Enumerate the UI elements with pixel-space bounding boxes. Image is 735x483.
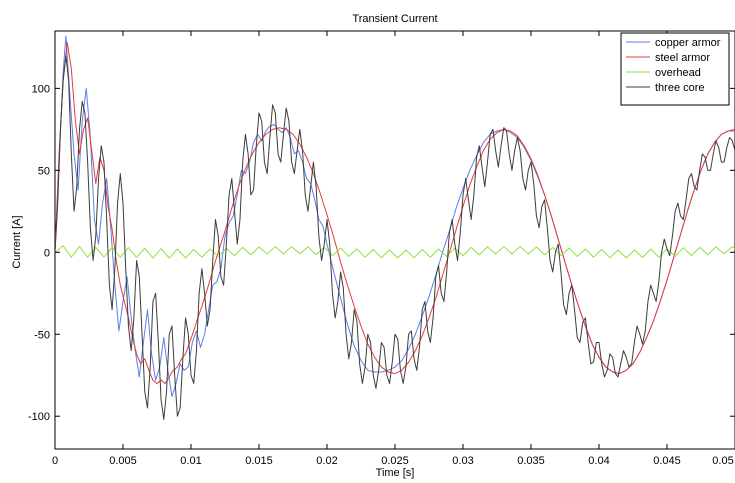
x-tick-label: 0.015: [245, 455, 273, 467]
series-line-three-core: [55, 55, 735, 420]
x-tick-label: 0.02: [316, 455, 337, 467]
legend-label-steel-armor: steel armor: [655, 52, 710, 64]
legend-box: [620, 32, 730, 106]
x-tick-label: 0.04: [588, 455, 609, 467]
legend-label-three-core: three core: [655, 82, 705, 94]
x-tick-label: 0.01: [180, 455, 201, 467]
legend: copper armor steel armor overhead three cor…: [620, 32, 730, 106]
chart-title: Transient Current: [352, 13, 437, 25]
y-tick-label: -100: [28, 411, 50, 423]
series-layer: [55, 35, 735, 420]
tick-layer: 0 0.005 0.01 0.015 0.02 0.025 0.03 0.035 0.04 0.0…: [28, 31, 735, 467]
x-tick-label: 0.035: [517, 455, 545, 467]
y-tick-label: 50: [38, 165, 50, 177]
legend-label-copper-armor: copper armor: [655, 37, 721, 49]
series-line-steel-armor: [55, 41, 735, 384]
x-tick-label: 0.005: [109, 455, 137, 467]
x-tick-label: 0.05: [712, 455, 733, 467]
y-tick-label: 100: [32, 83, 50, 95]
y-tick-label: -50: [34, 329, 50, 341]
y-axis-label: Current [A]: [11, 215, 23, 268]
x-tick-label: 0.045: [653, 455, 681, 467]
x-axis-label: Time [s]: [376, 467, 415, 479]
x-tick-label: 0: [52, 455, 58, 467]
x-tick-label: 0.025: [381, 455, 409, 467]
legend-label-overhead: overhead: [655, 67, 701, 79]
series-line-overhead: [55, 245, 735, 259]
y-tick-label: 0: [44, 247, 50, 259]
x-tick-label: 0.03: [452, 455, 473, 467]
